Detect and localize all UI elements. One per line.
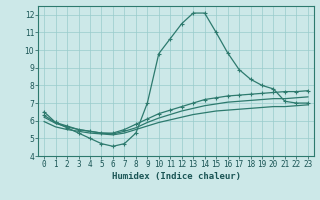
- X-axis label: Humidex (Indice chaleur): Humidex (Indice chaleur): [111, 172, 241, 181]
